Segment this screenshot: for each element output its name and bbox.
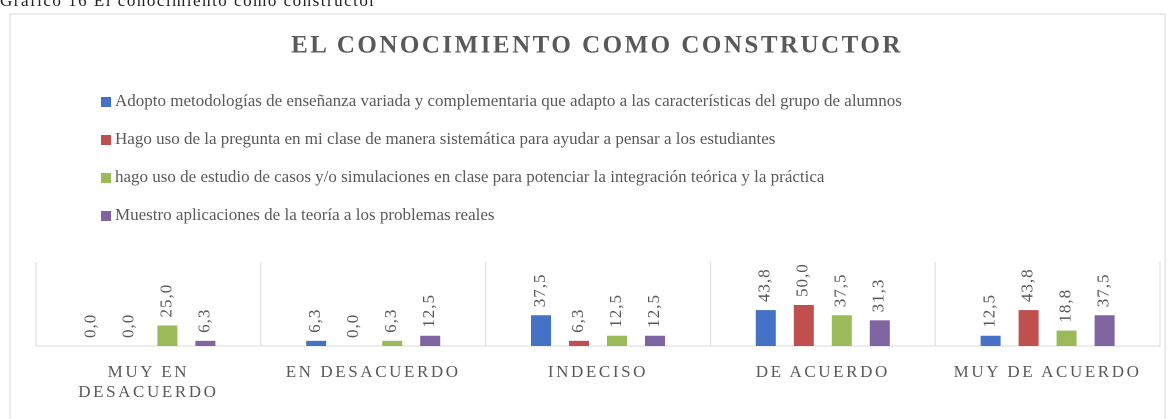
bar xyxy=(195,340,216,346)
bar xyxy=(1094,315,1115,346)
data-label: 0,0 xyxy=(118,314,137,338)
legend-swatch xyxy=(101,173,111,183)
bar xyxy=(607,335,627,346)
data-label: 25,0 xyxy=(156,284,175,318)
data-label: 12,5 xyxy=(419,294,438,328)
data-label: 6,3 xyxy=(194,309,213,333)
legend-swatch xyxy=(101,211,111,221)
data-label: 12,5 xyxy=(980,294,999,328)
data-label: 37,5 xyxy=(831,274,850,308)
data-label: 12,5 xyxy=(644,294,663,328)
data-label: 6,3 xyxy=(381,309,400,333)
chart-title: EL CONOCIMIENTO COMO CONSTRUCTOR xyxy=(291,32,903,59)
bar xyxy=(531,315,551,346)
x-tick-label: MUY EN DESACUERDO xyxy=(78,362,219,401)
legend-label: Hago uso de la pregunta en mi clase de m… xyxy=(115,129,775,148)
bar xyxy=(793,305,814,346)
data-label: 0,0 xyxy=(80,314,99,338)
data-label: 6,3 xyxy=(305,309,324,333)
legend-swatch xyxy=(101,97,111,107)
bar xyxy=(755,310,776,346)
data-label: 43,8 xyxy=(755,268,774,302)
bar xyxy=(306,340,327,346)
chart-frame xyxy=(9,13,1166,419)
data-label: 12,5 xyxy=(606,294,625,328)
data-label: 6,3 xyxy=(568,309,587,333)
bar xyxy=(980,335,1001,346)
caption: Gráfico 16 El conocimiento como construc… xyxy=(0,0,377,10)
legend-label: Muestro aplicaciones de la teoría a los … xyxy=(115,205,495,224)
bar xyxy=(157,325,178,346)
data-label: 37,5 xyxy=(530,274,549,308)
x-tick-label: EN DESACUERDO xyxy=(285,362,461,381)
data-label: 37,5 xyxy=(1094,274,1113,308)
bar xyxy=(869,320,890,346)
bar xyxy=(420,335,441,346)
data-label: 50,0 xyxy=(793,263,812,297)
x-tick-label: INDECISO xyxy=(547,362,649,381)
legend-label: hago uso de estudio de casos y/o simulac… xyxy=(115,167,825,186)
x-tick-label: DE ACUERDO xyxy=(755,362,890,381)
legend-swatch xyxy=(101,135,111,145)
bar xyxy=(831,315,852,346)
data-label: 0,0 xyxy=(343,314,362,338)
data-label: 31,3 xyxy=(869,279,888,313)
bar xyxy=(1018,310,1039,346)
bar xyxy=(1056,330,1077,346)
data-label: 18,8 xyxy=(1056,289,1075,323)
bar xyxy=(382,340,403,346)
legend-label: Adopto metodologías de enseñanza variada… xyxy=(115,91,902,110)
bar xyxy=(569,340,589,346)
data-label: 43,8 xyxy=(1018,268,1037,302)
x-tick-label: MUY DE ACUERDO xyxy=(953,362,1142,381)
bar xyxy=(645,335,665,346)
